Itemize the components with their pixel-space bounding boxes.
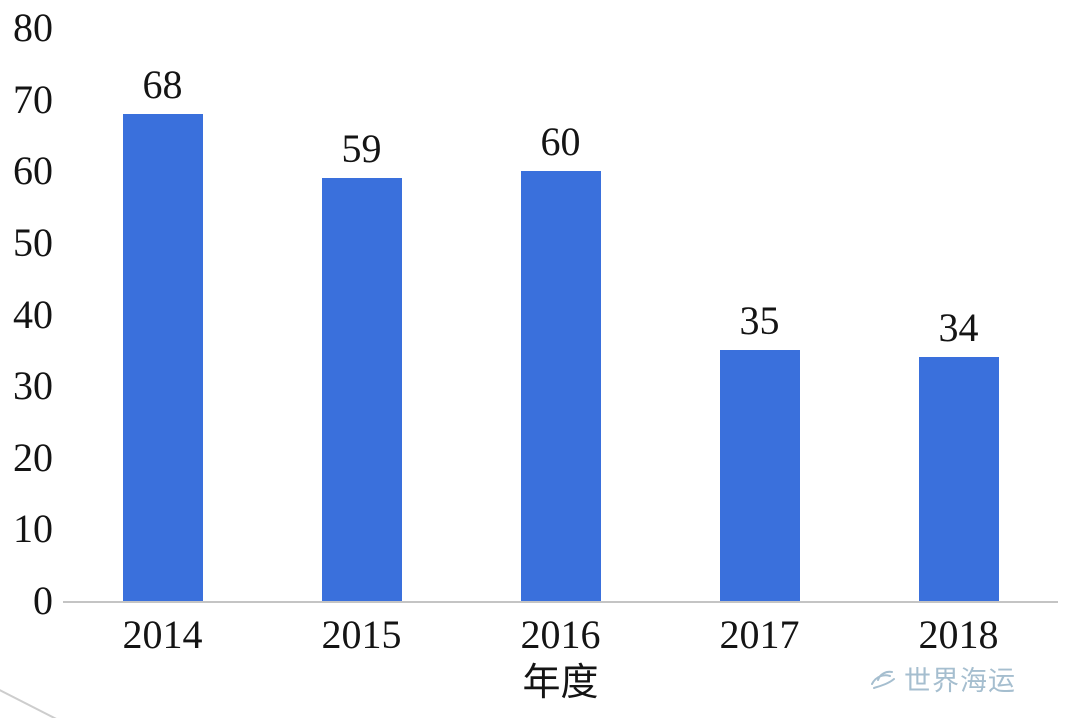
bar-value-label: 35 <box>739 298 780 344</box>
bar-value-label: 68 <box>142 61 183 107</box>
bar <box>321 178 402 601</box>
y-tick-label: 20 <box>13 434 53 480</box>
bar-group: 35 2017 <box>660 28 859 655</box>
dove-icon <box>868 666 898 696</box>
watermark-text: 世界海运 <box>904 665 1016 696</box>
y-tick-label: 50 <box>13 219 53 265</box>
plot-area: 68 2014 59 2015 60 2016 35 2017 34 2018 <box>63 28 1058 655</box>
bar <box>719 350 800 601</box>
bar-group: 59 2015 <box>262 28 461 655</box>
y-tick-label: 30 <box>13 363 53 409</box>
x-axis-title: 年度 <box>522 662 599 704</box>
bar-group: 60 2016 <box>461 28 660 655</box>
x-tick-label: 2014 <box>122 612 203 657</box>
corner-artifact <box>0 684 61 718</box>
bar-value-label: 60 <box>540 119 581 165</box>
bar <box>918 357 999 601</box>
y-tick-label: 40 <box>13 291 53 337</box>
y-tick-label: 0 <box>33 578 53 623</box>
bar-value-label: 59 <box>341 126 382 172</box>
bar-group: 68 2014 <box>63 28 262 655</box>
bar <box>122 113 203 601</box>
x-tick-label: 2015 <box>321 612 402 657</box>
bars-container: 68 2014 59 2015 60 2016 35 2017 34 2018 <box>63 28 1058 655</box>
x-tick-label: 2017 <box>719 612 800 657</box>
bar-group: 34 2018 <box>859 28 1058 655</box>
bar-value-label: 34 <box>938 305 979 351</box>
x-tick-label: 2018 <box>918 612 999 657</box>
y-axis-ticks: 0 10 20 30 40 50 60 70 80 <box>0 8 63 621</box>
y-tick-label: 10 <box>13 506 53 552</box>
x-tick-label: 2016 <box>520 612 601 657</box>
bar <box>520 171 601 601</box>
x-axis-line <box>63 601 1058 603</box>
y-tick-label: 70 <box>13 76 53 122</box>
y-tick-label: 60 <box>13 148 53 194</box>
watermark: 世界海运 <box>868 666 1016 696</box>
y-tick-label: 80 <box>13 5 53 50</box>
